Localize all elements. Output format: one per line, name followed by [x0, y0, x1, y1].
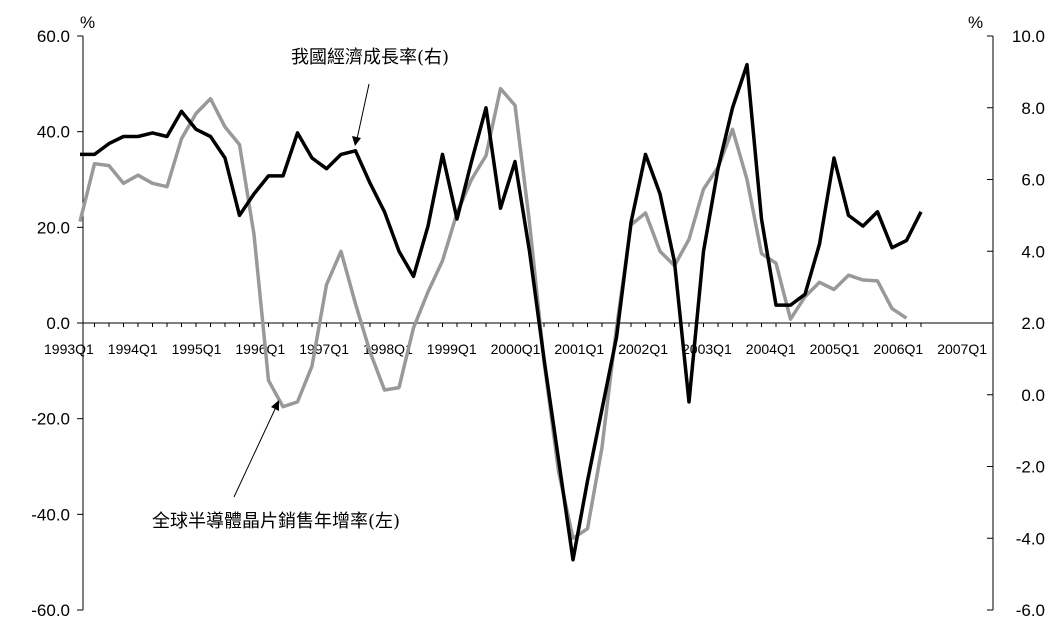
x-tick-label: 1993Q1: [44, 341, 94, 357]
right-tick-label: 2.0: [1021, 314, 1045, 333]
right-tick-label: 4.0: [1021, 242, 1045, 261]
x-tick-label: 2006Q1: [873, 341, 923, 357]
right-tick-label: 10.0: [1012, 27, 1045, 46]
x-tick-label: 2003Q1: [682, 341, 732, 357]
right-tick-label: -6.0: [1016, 601, 1045, 618]
annotation-semiconductor-label: 全球半導體晶片銷售年增率(左): [152, 511, 400, 532]
x-tick-label: 1995Q1: [172, 341, 222, 357]
right-tick-label: -4.0: [1016, 529, 1045, 548]
x-tick-label: 2001Q1: [554, 341, 604, 357]
left-tick-label: -20.0: [31, 410, 70, 429]
left-tick-label: 60.0: [37, 27, 70, 46]
annotation-gdp-arrow: [356, 83, 370, 140]
x-tick-label: 2000Q1: [491, 341, 541, 357]
left-tick-label: 40.0: [37, 123, 70, 142]
x-axis-ticks: 1993Q1 1994Q1 1995Q1 1996Q1 1997Q1 1998Q1 1999…: [44, 323, 987, 357]
annotation-gdp-arrowhead: [352, 136, 361, 146]
x-tick-label: 1994Q1: [108, 341, 158, 357]
x-tick-label: 2002Q1: [618, 341, 668, 357]
right-tick-label: 0.0: [1021, 386, 1045, 405]
x-tick-label: 1997Q1: [299, 341, 349, 357]
right-tick-label: 8.0: [1021, 99, 1045, 118]
right-axis-unit: %: [968, 13, 983, 32]
right-tick-label: -2.0: [1016, 458, 1045, 477]
x-tick-label: 2007Q1: [937, 341, 987, 357]
x-tick-label: 1999Q1: [427, 341, 477, 357]
left-tick-label: -60.0: [31, 601, 70, 618]
left-tick-label: 0.0: [46, 314, 70, 333]
left-axis-ticks: 60.0 40.0 20.0 0.0 -20.0 -40.0 -60.0: [31, 27, 83, 618]
left-tick-label: -40.0: [31, 505, 70, 524]
annotation-semiconductor-arrow: [233, 406, 277, 498]
x-tick-label: 2005Q1: [810, 341, 860, 357]
gdp-growth-line: [80, 62, 923, 562]
x-tick-label: 1996Q1: [235, 341, 285, 357]
left-axis-unit: %: [80, 13, 95, 32]
left-tick-label: 20.0: [37, 218, 70, 237]
x-tick-label: 2004Q1: [746, 341, 796, 357]
annotation-semiconductor-arrowhead: [271, 400, 279, 411]
right-axis-ticks: 10.0 8.0 6.0 4.0 2.0 0.0 -2.0 -4.0 -6.0: [987, 27, 1045, 618]
annotation-gdp-label: 我國經濟成長率(右): [291, 47, 449, 68]
x-tick-label: 1998Q1: [363, 341, 413, 357]
right-tick-label: 6.0: [1021, 171, 1045, 190]
